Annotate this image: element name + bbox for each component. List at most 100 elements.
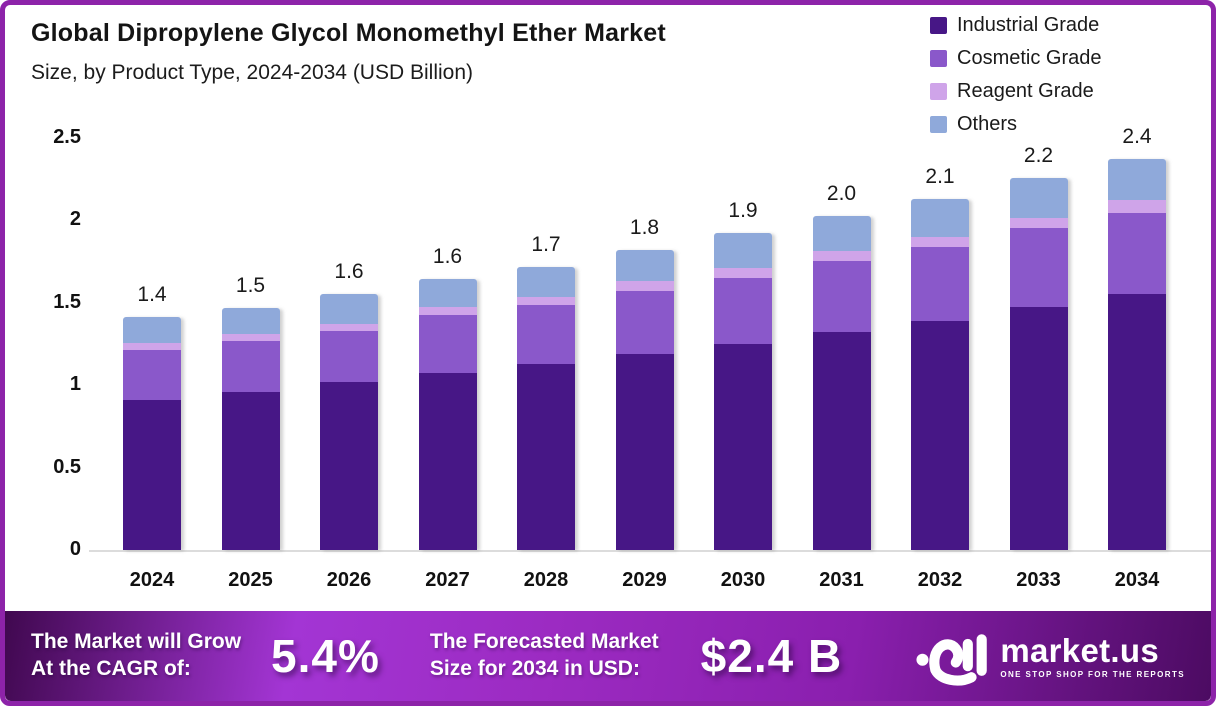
bar-segment-2025-others [221,308,280,334]
bar-segment-2026-cosmetic-grade [320,331,378,382]
bar-total-label-2024: 1.4 [137,283,167,306]
bar-2032 [911,199,969,550]
bar-segment-2034-others [1108,159,1166,200]
bar-segment-2029-reagent-grade [615,281,674,291]
legend-item-label: Others [957,113,1018,135]
bar-total-label-2031: 2.0 [826,182,857,205]
bar-2027 [418,279,477,550]
market-us-logo-icon [916,634,988,686]
bar-total-label-2028: 1.7 [531,233,561,256]
legend-item-label: Industrial Grade [957,14,1100,36]
x-axis-tick-2033: 2033 [1016,569,1061,591]
bar-2025 [221,308,280,550]
x-axis-tick-2029: 2029 [622,569,667,591]
legend-item-0: Industrial Grade [930,13,1102,38]
x-axis-tick-2025: 2025 [228,569,273,591]
bar-segment-2030-industrial-grade [714,344,772,550]
bar-total-label-2030: 1.9 [728,199,758,222]
bar-segment-2027-others [418,279,477,307]
brand-text: market.us ONE STOP SHOP FOR THE REPORTS [1000,634,1185,679]
x-axis-tick-2027: 2027 [425,569,470,591]
footer-banner: The Market will Grow At the CAGR of: 5.4… [5,611,1211,701]
bar-total-label-2034: 2.4 [1122,125,1152,148]
forecast-label-line2: Size for 2034 in USD: [429,657,640,680]
bar-total-label-2025: 1.5 [235,274,266,297]
bar-segment-2033-others [1009,178,1068,218]
y-axis-tick-1: 1 [69,373,81,395]
brand-tagline: ONE STOP SHOP FOR THE REPORTS [1000,669,1185,679]
bar-2033 [1009,178,1068,550]
bar-segment-2033-reagent-grade [1009,218,1068,228]
legend-item-3: Others [930,112,1102,137]
bar-segment-2031-industrial-grade [812,332,871,550]
x-axis-tick-2028: 2028 [523,569,569,591]
bar-segment-2028-industrial-grade [517,364,575,550]
bar-segment-2027-industrial-grade [418,373,477,550]
bar-segment-2025-cosmetic-grade [221,341,280,392]
bar-2030 [714,233,772,550]
bar-2034 [1108,159,1166,550]
bar-segment-2026-reagent-grade [320,324,378,331]
bar-segment-2025-industrial-grade [221,392,280,550]
bar-segment-2031-cosmetic-grade [812,261,871,332]
brand-name: market.us [1000,631,1159,669]
bar-segment-2034-reagent-grade [1108,200,1166,213]
bar-segment-2024-industrial-grade [123,400,181,550]
y-axis-tick-2.5: 2.5 [53,125,81,148]
bar-segment-2027-cosmetic-grade [418,315,477,373]
forecast-value: $2.4 B [700,630,843,682]
legend-swatch-icon [930,116,947,133]
bar-segment-2030-others [714,233,772,268]
x-axis-tick-2034: 2034 [1114,569,1160,591]
y-axis-tick-2: 2 [69,208,81,230]
bar-segment-2027-reagent-grade [418,307,477,315]
bar-total-label-2032: 2.1 [925,165,955,188]
legend-item-1: Cosmetic Grade [930,46,1102,71]
x-axis-tick-2024: 2024 [129,569,175,591]
bar-segment-2034-cosmetic-grade [1108,213,1166,294]
bar-segment-2032-others [911,199,969,237]
bar-segment-2033-industrial-grade [1009,307,1068,550]
cagr-label: The Market will Grow At the CAGR of: [31,629,241,683]
bar-total-label-2029: 1.8 [629,216,660,239]
legend-item-label: Reagent Grade [957,80,1094,102]
legend-item-2: Reagent Grade [930,79,1102,104]
bar-total-label-2033: 2.2 [1023,144,1054,167]
legend-swatch-icon [930,83,947,100]
bar-segment-2031-reagent-grade [812,251,871,261]
bar-2024 [123,317,181,550]
y-axis-tick-0.5: 0.5 [53,455,81,478]
bar-segment-2032-reagent-grade [911,237,969,247]
bar-segment-2025-reagent-grade [221,334,280,341]
x-axis-tick-2032: 2032 [917,569,963,591]
bar-total-label-2026: 1.6 [334,260,364,283]
bar-segment-2028-reagent-grade [517,297,575,305]
bar-segment-2029-others [615,250,674,281]
forecast-label-line1: The Forecasted Market [429,630,659,654]
bar-segment-2033-cosmetic-grade [1009,228,1068,307]
chart-legend: Industrial Grade Cosmetic Grade Reagent Gr… [930,13,1102,137]
bar-segment-2034-industrial-grade [1108,294,1166,550]
bar-segment-2031-others [812,216,871,251]
legend-swatch-icon [930,17,947,34]
cagr-label-line2: At the CAGR of: [31,657,191,680]
legend-item-label: Cosmetic Grade [957,47,1102,69]
x-axis-tick-2026: 2026 [326,569,372,591]
bar-2028 [517,267,575,550]
bar-total-label-2027: 1.6 [432,245,463,268]
bar-segment-2024-reagent-grade [123,343,181,350]
bar-segment-2024-cosmetic-grade [123,350,181,400]
bar-2026 [320,294,378,550]
x-axis-baseline [89,550,1211,552]
bar-segment-2032-cosmetic-grade [911,247,969,321]
brand-logo: market.us ONE STOP SHOP FOR THE REPORTS [916,625,1185,687]
legend-swatch-icon [930,50,947,67]
bar-segment-2030-reagent-grade [714,268,772,278]
bar-2031 [812,216,871,550]
forecast-label: The Forecasted Market Size for 2034 in U… [430,629,659,683]
bar-segment-2024-others [123,317,181,343]
bar-segment-2026-others [320,294,378,324]
bar-segment-2029-cosmetic-grade [615,291,674,354]
bar-segment-2026-industrial-grade [320,382,378,550]
